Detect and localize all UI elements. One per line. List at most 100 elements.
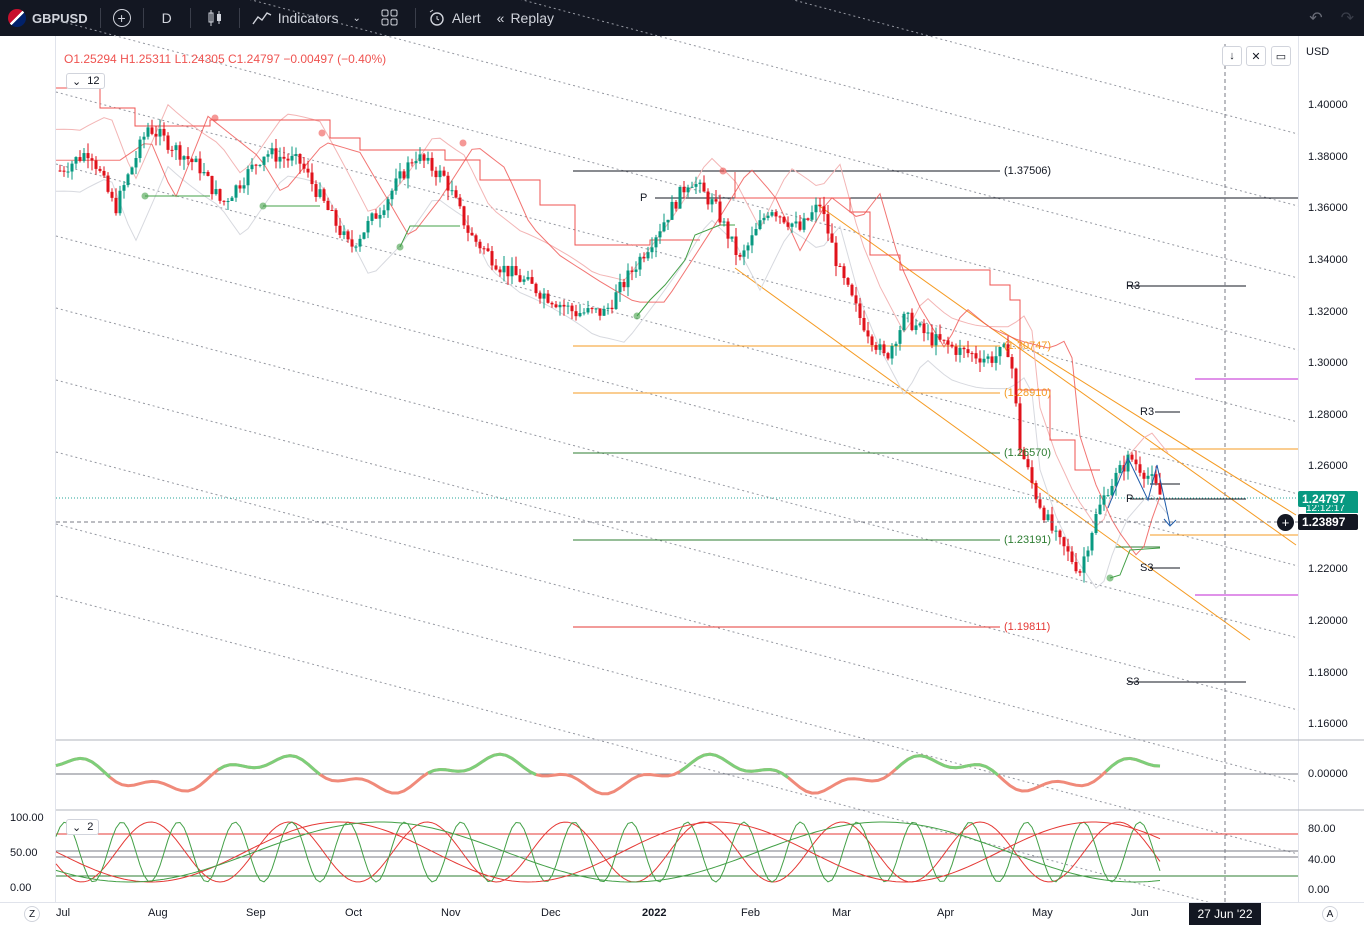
oscillator-positive-segment bbox=[680, 767, 686, 771]
candle-body bbox=[1071, 552, 1074, 562]
supertrend-up bbox=[637, 225, 735, 316]
candle-body bbox=[919, 323, 922, 325]
oscillator-positive-segment bbox=[704, 754, 710, 755]
candle-body bbox=[951, 345, 954, 347]
level-label: (1.23191) bbox=[1004, 534, 1051, 546]
candle-body bbox=[307, 169, 310, 173]
candle-body bbox=[663, 222, 666, 231]
candle-body bbox=[331, 210, 334, 211]
candle-body bbox=[447, 176, 450, 191]
candle-body bbox=[895, 344, 898, 346]
candle-body bbox=[427, 158, 430, 161]
candle-body bbox=[471, 233, 474, 235]
candle-body bbox=[383, 210, 386, 215]
undo-icon[interactable]: ↶ bbox=[1309, 8, 1322, 28]
indicators-button[interactable]: Indicators ⌄ bbox=[244, 0, 369, 36]
currency-label[interactable]: USD bbox=[1306, 46, 1329, 58]
channel-line bbox=[56, 524, 1298, 854]
divider bbox=[100, 8, 101, 28]
candle-body bbox=[191, 159, 194, 162]
candle-body bbox=[483, 248, 486, 249]
price-tick-label: 1.26000 bbox=[1308, 460, 1348, 472]
candle-body bbox=[843, 266, 846, 278]
channel-line bbox=[56, 92, 1298, 422]
candle-body bbox=[927, 332, 930, 333]
oscillator-positive-segment bbox=[56, 764, 62, 766]
time-tick-label: Jun bbox=[1131, 907, 1149, 919]
oscillator-positive-segment bbox=[734, 766, 740, 769]
time-tick-label: Nov bbox=[441, 907, 461, 919]
candle-body bbox=[295, 154, 298, 156]
candle-body bbox=[79, 157, 82, 161]
collapse-button[interactable]: ✕ bbox=[1246, 46, 1266, 66]
time-tick-label: Feb bbox=[741, 907, 760, 919]
replay-button[interactable]: « Replay bbox=[489, 0, 562, 36]
level-label: (1.30747) bbox=[1004, 340, 1051, 352]
candle-body bbox=[703, 183, 706, 192]
osc-legend-toggle[interactable]: ⌄ 2 bbox=[66, 819, 99, 835]
candle-body bbox=[955, 347, 958, 355]
candle-body bbox=[815, 205, 818, 213]
level-label: (1.28910) bbox=[1004, 387, 1051, 399]
candle-body bbox=[879, 344, 882, 349]
candle-body bbox=[803, 218, 806, 229]
last-price-value: 1.24797 bbox=[1302, 492, 1345, 506]
candle-body bbox=[319, 189, 322, 197]
alert-button[interactable]: Alert bbox=[420, 0, 489, 36]
pivot-r3-label: R3 bbox=[1140, 406, 1154, 418]
indicators-icon bbox=[252, 10, 272, 26]
candle-body bbox=[251, 165, 254, 169]
candle-body bbox=[511, 266, 514, 276]
oscillator-positive-segment bbox=[770, 769, 776, 770]
candle-body bbox=[159, 129, 162, 137]
candle-body bbox=[731, 236, 734, 238]
symbol-search[interactable]: GBPUSD bbox=[0, 0, 96, 36]
candle-body bbox=[175, 145, 178, 150]
oscillator-positive-segment bbox=[692, 758, 698, 762]
oscillator-positive-segment bbox=[914, 756, 920, 757]
fullscreen-button[interactable]: ▭ bbox=[1271, 46, 1291, 66]
envelope-bands bbox=[56, 105, 1168, 588]
candle-body bbox=[135, 158, 138, 167]
candle-body bbox=[827, 214, 830, 233]
price-tick-label: 1.30000 bbox=[1308, 357, 1348, 369]
auto-scale-a-icon[interactable]: A bbox=[1322, 906, 1338, 922]
candle-body bbox=[363, 232, 366, 238]
candle-body bbox=[603, 309, 606, 316]
oscillator-positive-segment bbox=[920, 756, 926, 757]
divider bbox=[239, 8, 240, 28]
candle-body bbox=[311, 173, 314, 185]
interval-button[interactable]: D bbox=[148, 0, 186, 36]
add-alert-plus-icon[interactable]: + bbox=[1277, 514, 1294, 531]
gb-flag-icon bbox=[8, 9, 26, 27]
low-value: L1.24305 bbox=[175, 52, 225, 66]
compare-button[interactable]: + bbox=[105, 0, 139, 36]
candle-body bbox=[271, 148, 274, 154]
candle-body bbox=[719, 202, 722, 223]
supertrend-lines bbox=[56, 88, 1160, 582]
candle-body bbox=[431, 158, 434, 171]
candle-body bbox=[443, 171, 446, 176]
chart-type-button[interactable] bbox=[195, 0, 235, 36]
price-tick-label: 1.22000 bbox=[1308, 563, 1348, 575]
oscillator-positive-segment bbox=[506, 755, 512, 758]
timezone-z-icon[interactable]: Z bbox=[24, 906, 40, 922]
oscillator-positive-segment bbox=[782, 773, 788, 777]
scroll-down-button[interactable]: ↓ bbox=[1222, 46, 1242, 66]
indicators-legend-toggle[interactable]: ⌄ 12 bbox=[66, 73, 105, 89]
templates-button[interactable] bbox=[369, 0, 411, 36]
supertrend-dot bbox=[720, 168, 727, 175]
candle-body bbox=[375, 213, 378, 218]
countdown-value: 12:12:17 bbox=[1306, 505, 1345, 513]
add-symbol-icon: + bbox=[113, 9, 131, 27]
redo-icon[interactable]: ↷ bbox=[1341, 8, 1354, 28]
candlesticks bbox=[59, 119, 1162, 582]
osc2-left-tick-label: 0.00 bbox=[10, 882, 31, 894]
candle-body bbox=[707, 192, 710, 205]
candle-body bbox=[979, 358, 982, 362]
crosshair-date-tag: 27 Jun '22 bbox=[1189, 903, 1261, 925]
oscillator-positive-segment bbox=[962, 766, 968, 767]
candle-body bbox=[863, 318, 866, 330]
